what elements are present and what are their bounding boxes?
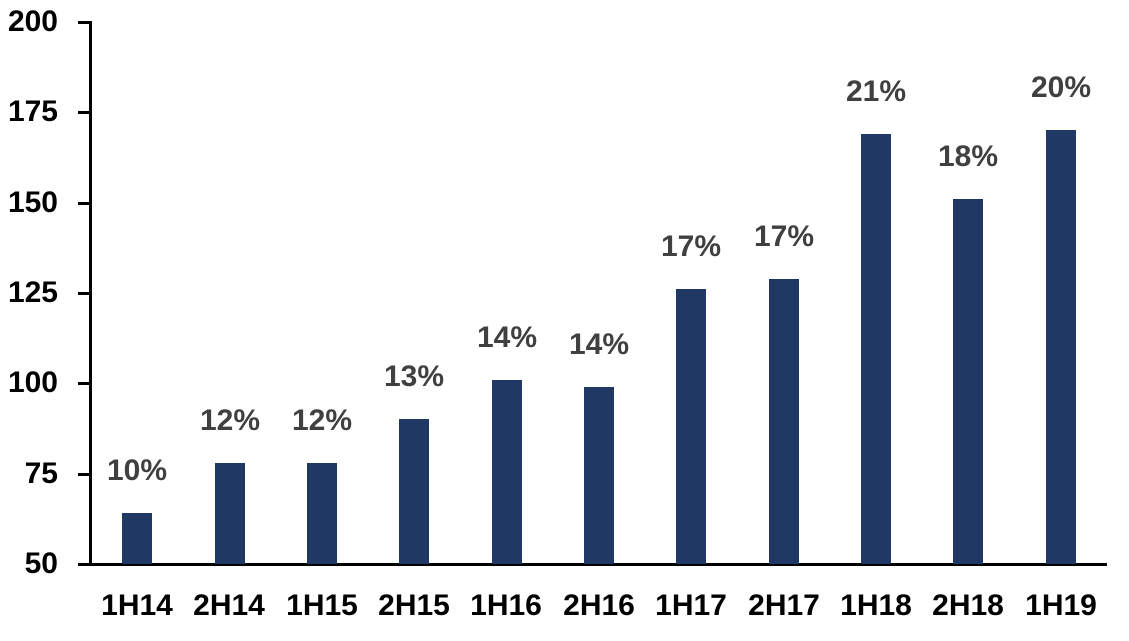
y-tick-label: 100 xyxy=(7,366,58,400)
bar-value-label: 17% xyxy=(660,230,722,263)
x-tick-label: 2H16 xyxy=(563,589,635,622)
bar-2h15 xyxy=(399,419,429,564)
bar-value-label: 12% xyxy=(199,404,261,437)
x-tick-label: 1H15 xyxy=(286,589,358,622)
bar-value-label: 20% xyxy=(1030,71,1092,104)
bar-value-label: 12% xyxy=(291,404,353,437)
bar-value-label: 21% xyxy=(845,75,907,108)
x-axis-line xyxy=(78,563,1107,566)
bar-1h18 xyxy=(861,134,891,564)
bar-2h17 xyxy=(769,279,799,564)
y-tick-mark xyxy=(78,382,91,386)
y-tick-mark xyxy=(78,21,91,24)
bar-2h16 xyxy=(584,387,614,564)
y-tick-label: 150 xyxy=(7,185,58,219)
bar-value-label: 18% xyxy=(937,140,999,173)
x-tick-label: 1H17 xyxy=(655,589,727,622)
y-tick-mark xyxy=(78,472,91,476)
x-tick-label: 1H14 xyxy=(101,589,173,622)
bar-1h17 xyxy=(676,289,706,564)
x-tick-label: 2H15 xyxy=(378,589,450,622)
y-tick-mark xyxy=(78,111,91,115)
x-tick-label: 2H18 xyxy=(932,589,1004,622)
y-tick-mark xyxy=(78,201,91,205)
x-tick-label: 1H18 xyxy=(840,589,912,622)
y-tick-label: 50 xyxy=(24,547,58,580)
y-tick-label: 125 xyxy=(7,276,58,309)
x-tick-label: 2H14 xyxy=(193,589,265,622)
bar-1h14 xyxy=(122,513,152,564)
bar-2h18 xyxy=(953,199,983,564)
y-tick-mark xyxy=(78,292,91,295)
y-axis-line xyxy=(89,21,92,566)
y-tick-label: 200 xyxy=(7,5,58,38)
bar-value-label: 13% xyxy=(383,360,445,393)
bar-1h15 xyxy=(307,463,337,564)
x-tick-label: 1H19 xyxy=(1025,589,1097,622)
x-tick-label: 1H16 xyxy=(470,589,542,622)
bar-value-label: 17% xyxy=(753,220,815,253)
y-tick-label: 175 xyxy=(7,95,58,129)
bar-2h14 xyxy=(215,463,245,564)
bar-1h16 xyxy=(492,380,522,564)
bar-value-label: 14% xyxy=(476,321,538,354)
bar-value-label: 10% xyxy=(106,454,168,487)
y-tick-label: 75 xyxy=(24,456,58,490)
x-tick-label: 2H17 xyxy=(748,589,820,622)
bar-1h19 xyxy=(1046,130,1076,564)
bar-value-label: 14% xyxy=(568,328,630,361)
